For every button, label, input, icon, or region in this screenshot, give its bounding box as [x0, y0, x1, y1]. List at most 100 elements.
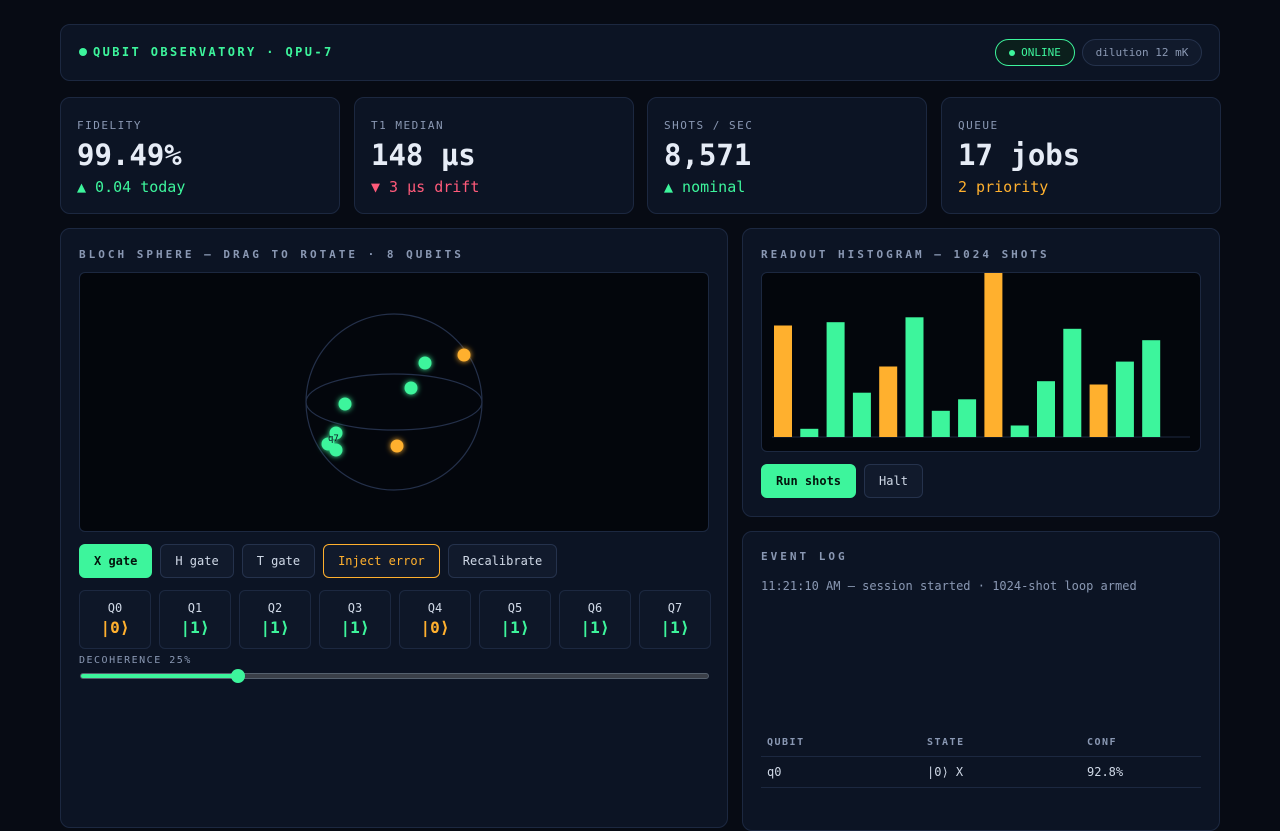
histogram-bar — [1115, 361, 1134, 437]
qubit-cell-q5[interactable]: Q5 |1⟩ — [479, 590, 551, 649]
stat-label: QUEUE — [958, 119, 999, 132]
event-log-panel: EVENT LOG 11:21:10 AM — session started … — [742, 531, 1220, 831]
stat-value: 148 µs — [371, 138, 476, 172]
qubit-point[interactable] — [390, 439, 404, 453]
qubit-point[interactable] — [329, 426, 343, 440]
bloch-title: BLOCH SPHERE — DRAG TO ROTATE · 8 QUBITS — [79, 248, 464, 261]
slider-thumb[interactable] — [230, 669, 245, 683]
qubit-name: Q5 — [507, 601, 523, 615]
online-label: ONLINE — [1021, 46, 1061, 59]
qubit-cell-q3[interactable]: Q3 |1⟩ — [319, 590, 391, 649]
qubit-point[interactable] — [404, 381, 418, 395]
stat-card-queue: QUEUE 17 jobs 2 priority — [941, 97, 1221, 214]
qubit-state: |1⟩ — [580, 618, 610, 637]
histogram-bar — [879, 366, 898, 437]
qubit-grid: Q0 |0⟩ Q1 |1⟩ Q2 |1⟩ Q3 |1⟩ Q4 |0⟩ Q5 |1⟩ Q6 |1⟩ Q7 |1⟩ — [79, 590, 711, 649]
x-gate-button[interactable]: X gate — [79, 544, 153, 578]
point-label: q7 — [328, 434, 339, 444]
qubit-state: |1⟩ — [660, 618, 690, 637]
qubit-state: |1⟩ — [500, 618, 530, 637]
histogram-bar — [958, 399, 977, 437]
qubit-name: Q1 — [187, 601, 203, 615]
histogram-bar — [800, 428, 819, 437]
slider-fill — [81, 674, 238, 678]
bloch-viewport[interactable]: q7 — [79, 272, 709, 532]
bloch-panel: BLOCH SPHERE — DRAG TO ROTATE · 8 QUBITS — [60, 228, 728, 828]
histogram-bar — [774, 325, 792, 437]
stat-sub: ▲ 0.04 today — [77, 178, 186, 196]
histogram-bar — [1142, 340, 1161, 437]
col-conf: CONF — [1081, 737, 1201, 757]
decoherence-label: DECOHERENCE 25% — [79, 655, 192, 666]
stat-card-fidelity: FIDELITY 99.49% ▲ 0.04 today — [60, 97, 340, 214]
qubit-state: |0⟩ — [100, 618, 130, 637]
stat-value: 99.49% — [77, 138, 182, 172]
qubit-point[interactable] — [418, 356, 432, 370]
qubit-cell-q2[interactable]: Q2 |1⟩ — [239, 590, 311, 649]
log-entry: 11:21:10 AM — session started · 1024-sho… — [761, 579, 1137, 593]
qubit-cell-q1[interactable]: Q1 |1⟩ — [159, 590, 231, 649]
qubit-name: Q3 — [347, 601, 363, 615]
online-dot-icon — [1009, 49, 1016, 56]
qubit-cell-q4[interactable]: Q4 |0⟩ — [399, 590, 471, 649]
stat-sub: 2 priority — [958, 178, 1049, 196]
histogram-bar — [905, 317, 924, 437]
qubit-name: Q0 — [107, 601, 123, 615]
stat-value: 17 jobs — [958, 138, 1081, 172]
qubit-name: Q6 — [587, 601, 603, 615]
dilution-badge: dilution 12 mK — [1082, 39, 1202, 66]
stat-card-t1: T1 MEDIAN 148 µs ▼ 3 µs drift — [354, 97, 634, 214]
qubit-point[interactable] — [457, 348, 471, 362]
inject-error-button[interactable]: Inject error — [323, 544, 440, 578]
stat-sub: ▼ 3 µs drift — [371, 178, 480, 196]
histogram-svg — [772, 273, 1190, 438]
stat-card-shots: SHOTS / SEC 8,571 ▲ nominal — [647, 97, 927, 214]
qubit-state: |1⟩ — [340, 618, 370, 637]
histogram-title: READOUT HISTOGRAM — 1024 SHOTS — [761, 248, 1050, 261]
gate-toolbar: X gate H gate T gate Inject error Recali… — [79, 544, 558, 578]
qubit-name: Q2 — [267, 601, 283, 615]
qubit-state: |1⟩ — [260, 618, 290, 637]
cell-conf: 92.8% — [1081, 756, 1201, 788]
recalibrate-button[interactable]: Recalibrate — [447, 544, 558, 578]
histogram-bar — [1089, 384, 1108, 437]
qubit-point[interactable] — [338, 397, 352, 411]
cell-qubit: q0 — [761, 756, 921, 788]
qubit-cell-q6[interactable]: Q6 |1⟩ — [559, 590, 631, 649]
histogram-bar — [826, 322, 845, 437]
table-row: q0 |0⟩ X 92.8% — [761, 756, 1201, 788]
histogram-bar — [931, 410, 950, 437]
h-gate-button[interactable]: H gate — [160, 544, 234, 578]
brand-title: QUBIT OBSERVATORY · QPU-7 — [93, 45, 334, 59]
qubit-state: |0⟩ — [420, 618, 450, 637]
status-dot-icon — [79, 48, 87, 56]
decoherence-slider[interactable] — [80, 669, 709, 683]
halt-button[interactable]: Halt — [864, 464, 923, 498]
qubit-cell-q7[interactable]: Q7 |1⟩ — [639, 590, 711, 649]
stat-label: SHOTS / SEC — [664, 119, 754, 132]
run-shots-button[interactable]: Run shots — [761, 464, 857, 498]
histogram-panel: READOUT HISTOGRAM — 1024 SHOTS Run shots… — [742, 228, 1220, 517]
histogram-bar — [852, 392, 871, 437]
header-bar: QUBIT OBSERVATORY · QPU-7 ONLINE dilutio… — [60, 24, 1220, 81]
sphere-outline — [305, 313, 483, 491]
qubit-state: |1⟩ — [180, 618, 210, 637]
qubit-point[interactable] — [329, 443, 343, 457]
stat-label: FIDELITY — [77, 119, 142, 132]
col-qubit: QUBIT — [761, 737, 921, 757]
histogram-bar — [1063, 328, 1082, 437]
t-gate-button[interactable]: T gate — [241, 544, 316, 578]
online-badge: ONLINE — [995, 39, 1075, 66]
histogram-controls: Run shots Halt — [761, 464, 923, 498]
histogram-chart — [761, 272, 1201, 452]
col-state: STATE — [921, 737, 1081, 757]
sphere-equator — [305, 373, 483, 431]
cell-state: |0⟩ X — [921, 756, 1081, 788]
bloch-sphere[interactable]: q7 — [80, 273, 708, 531]
brand: QUBIT OBSERVATORY · QPU-7 — [79, 45, 334, 59]
qubit-name: Q7 — [667, 601, 683, 615]
table-header-row: QUBIT STATE CONF — [761, 737, 1201, 757]
qubit-cell-q0[interactable]: Q0 |0⟩ — [79, 590, 151, 649]
event-log-title: EVENT LOG — [761, 550, 848, 563]
histogram-bar — [984, 273, 1003, 437]
